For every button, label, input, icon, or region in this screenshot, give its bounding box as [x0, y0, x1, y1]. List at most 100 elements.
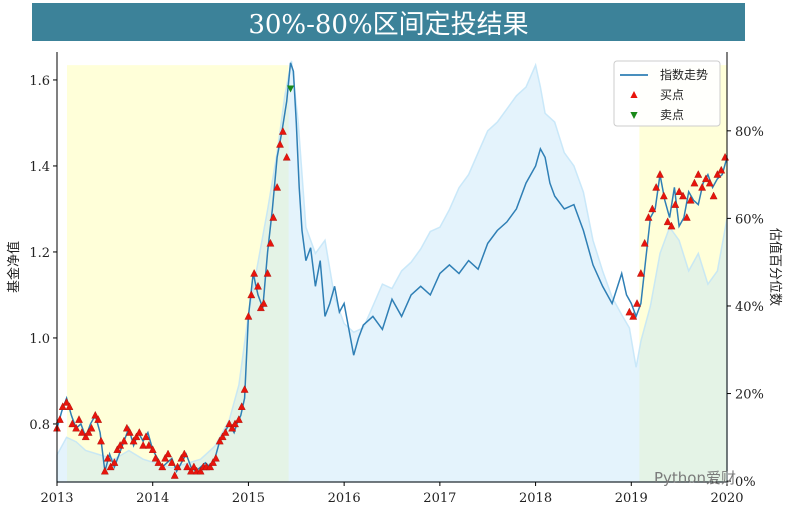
legend-label: 卖点	[660, 108, 684, 122]
buy-point-marker	[161, 453, 170, 462]
y-right-tick-label: 20%	[735, 388, 764, 403]
legend-label: 买点	[660, 88, 684, 102]
axes: 2013 2014 2015 2016 2017 2018 2019 2020 0.8 1.0 1.…	[6, 52, 783, 506]
buy-point-marker	[636, 269, 645, 277]
x-tick-label: 2016	[328, 491, 361, 506]
buy-point-marker	[97, 436, 105, 445]
buy-point-marker	[65, 402, 74, 410]
legend-label: 指数走势	[660, 67, 708, 82]
buy-point-marker	[273, 183, 282, 191]
invest-zone-1	[639, 65, 727, 482]
buy-point-marker	[177, 453, 186, 462]
buy-point-marker	[180, 449, 189, 458]
x-tick-label: 2018	[519, 491, 552, 506]
buy-point-marker	[659, 191, 668, 200]
legend-box	[613, 60, 721, 127]
buy-point-marker	[148, 445, 157, 453]
y-right-tick-label: 60%	[735, 212, 764, 227]
buy-point-marker	[625, 307, 634, 316]
buy-point-marker	[644, 213, 653, 221]
y-right-tick-label: 80%	[735, 125, 764, 140]
buy-point-marker	[142, 432, 150, 441]
buy-point-marker	[652, 183, 661, 191]
buy-point-marker	[170, 471, 179, 479]
buy-point-marker	[709, 191, 718, 200]
x-tick-label: 2017	[423, 491, 456, 506]
y-left-tick-label: 1.2	[29, 246, 50, 261]
buy-point-marker	[215, 436, 224, 445]
buy-point-marker	[122, 423, 131, 432]
invest-zone-0	[67, 65, 289, 482]
buy-point-marker	[266, 238, 275, 247]
buy-point-marker	[231, 419, 239, 428]
buy-point-marker	[694, 170, 703, 178]
buy-point-marker	[84, 428, 93, 436]
buy-point-marker	[648, 204, 657, 213]
buy-point-marker	[135, 428, 144, 436]
x-tick-label: 2013	[40, 491, 73, 506]
buy-point-marker	[675, 187, 684, 195]
invest-zones	[67, 65, 727, 482]
buy-point-marker	[81, 432, 90, 441]
x-tick-label: 2020	[710, 491, 743, 506]
valuation-percentile-area	[56, 60, 728, 483]
buy-point-marker	[125, 428, 134, 436]
buy-point-marker	[211, 453, 220, 462]
y-left-axis-title: 基金净值	[6, 241, 22, 293]
buy-point-marker	[269, 213, 278, 221]
buy-point-marker	[91, 410, 100, 419]
buy-point-marker	[244, 312, 253, 320]
y-right-tick-label: 0%	[735, 475, 756, 490]
buy-point-marker	[173, 462, 182, 471]
buy-point-marker	[103, 453, 112, 462]
buy-point-marker	[87, 423, 96, 432]
chart-title: 30%-80%区间定投结果	[248, 9, 529, 40]
buy-point-marker	[256, 303, 265, 312]
buy-point-marker	[682, 213, 691, 221]
buy-point-marker	[72, 423, 81, 432]
buy-point-marker	[113, 445, 122, 453]
buy-point-marker	[705, 178, 714, 187]
buy-point-marker	[75, 415, 83, 423]
y-right-tick-label: 40%	[735, 300, 764, 315]
buy-point-marker	[667, 221, 676, 230]
buy-point-marker	[209, 458, 217, 466]
buy-point-marker	[116, 441, 125, 449]
buy-point-marker	[144, 441, 153, 449]
buy-point-marker	[250, 269, 259, 277]
buy-point-marker	[237, 402, 246, 410]
legend-buy-swatch	[630, 91, 638, 98]
buy-point-marker	[254, 281, 262, 290]
buy-point-marker	[671, 200, 680, 208]
buy-point-marker	[139, 441, 148, 449]
trade-markers	[53, 85, 730, 479]
buy-point-marker	[276, 140, 284, 148]
series-line-0	[56, 62, 728, 474]
buy-point-marker	[55, 415, 64, 423]
buy-point-marker	[717, 165, 726, 174]
buy-point-marker	[187, 466, 195, 475]
buy-point-marker	[132, 432, 141, 441]
buy-point-marker	[183, 462, 192, 471]
buy-point-marker	[225, 419, 234, 428]
buy-point-marker	[164, 449, 172, 458]
buy-point-marker	[94, 415, 103, 423]
buy-point-marker	[640, 238, 649, 247]
y-left-tick-label: 1.6	[29, 74, 50, 89]
x-tick-label: 2015	[232, 491, 265, 506]
legend-sell-swatch	[630, 112, 638, 119]
buy-point-marker	[151, 453, 160, 462]
buy-point-marker	[120, 436, 128, 445]
buy-point-marker	[228, 423, 237, 432]
buy-point-marker	[656, 170, 664, 178]
buy-point-marker	[167, 458, 176, 466]
sell-point-marker	[286, 85, 295, 93]
buy-point-marker	[702, 174, 710, 183]
buy-point-marker	[633, 299, 641, 307]
buy-point-marker	[698, 183, 707, 191]
buy-point-marker	[110, 458, 119, 466]
buy-point-marker	[713, 170, 722, 178]
buy-point-marker	[282, 152, 291, 161]
